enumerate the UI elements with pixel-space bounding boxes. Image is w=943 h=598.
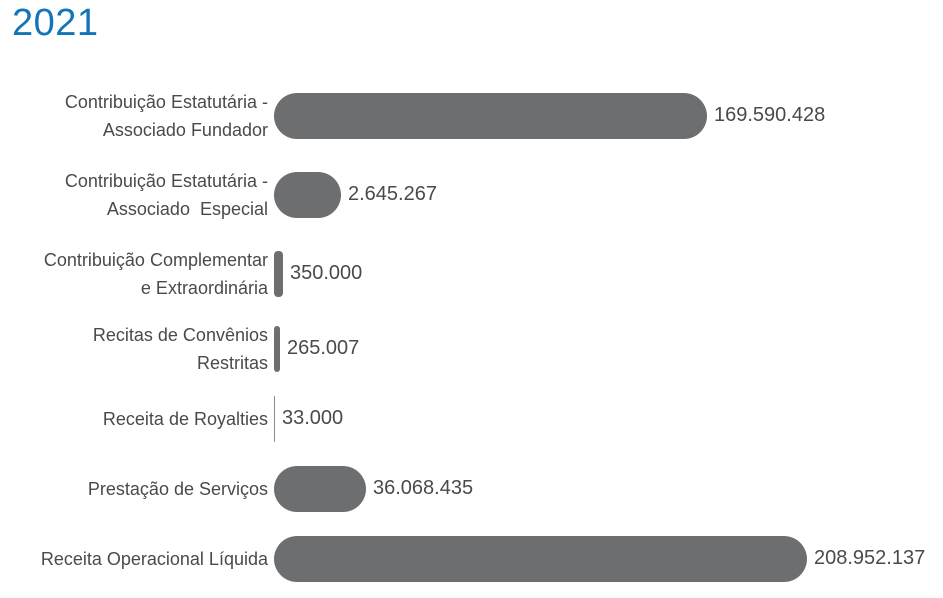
bar bbox=[274, 536, 807, 582]
category-label-line: Associado Especial bbox=[106, 199, 268, 219]
category-label-line: e Extraordinária bbox=[140, 278, 268, 298]
category-label: Prestação de Serviços bbox=[88, 475, 268, 503]
category-label-line: Receita de Royalties bbox=[102, 409, 268, 429]
category-label-line: Restritas bbox=[196, 353, 268, 373]
value-label: 2.645.267 bbox=[348, 183, 437, 205]
category-label: Contribuição Complementar e Extraordinári… bbox=[44, 246, 268, 302]
value-label: 208.952.137 bbox=[814, 547, 926, 569]
category-label-line: Contribuição Estatutária - bbox=[64, 171, 268, 191]
category-label-line: Contribuição Complementar bbox=[43, 250, 268, 270]
chart-title: 2021 bbox=[12, 2, 99, 44]
bar bbox=[274, 326, 280, 372]
value-label: 265.007 bbox=[287, 337, 360, 359]
bar bbox=[274, 172, 341, 218]
bar bbox=[274, 251, 283, 297]
bar bbox=[274, 93, 707, 139]
bar bbox=[274, 466, 366, 512]
category-label: Receita de Royalties bbox=[103, 405, 268, 433]
category-label-line: Receita Operacional Líquida bbox=[40, 549, 268, 569]
category-label: Contribuição Estatutária - Associado Fund… bbox=[65, 88, 268, 144]
bar bbox=[274, 396, 275, 442]
value-label: 36.068.435 bbox=[373, 477, 474, 499]
category-label-line: Contribuição Estatutária - bbox=[64, 92, 268, 112]
category-label: Recitas de Convênios Restritas bbox=[93, 321, 268, 377]
category-label: Receita Operacional Líquida bbox=[41, 545, 268, 573]
value-label: 350.000 bbox=[290, 262, 363, 284]
category-label: Contribuição Estatutária - Associado Espe… bbox=[65, 167, 268, 223]
category-label-line: Associado Fundador bbox=[102, 120, 268, 140]
value-label: 33.000 bbox=[282, 407, 344, 429]
category-label-line: Prestação de Serviços bbox=[87, 479, 268, 499]
value-label: 169.590.428 bbox=[714, 104, 826, 126]
category-label-line: Recitas de Convênios bbox=[92, 325, 268, 345]
